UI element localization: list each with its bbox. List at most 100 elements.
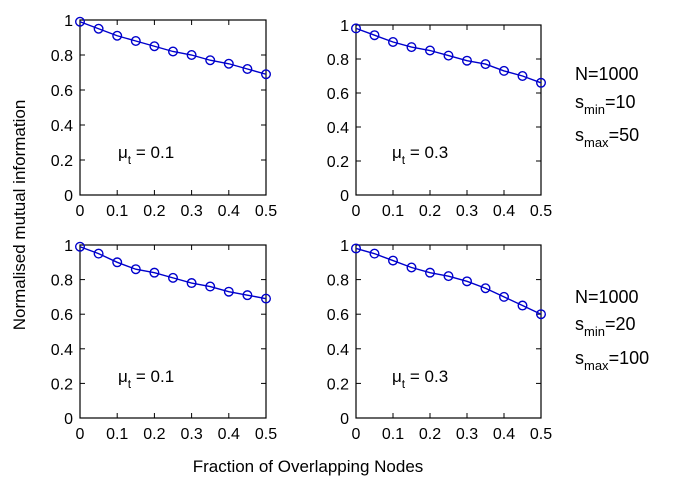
plot-frame bbox=[79, 244, 267, 419]
data-point bbox=[462, 276, 473, 287]
data-point bbox=[93, 248, 104, 259]
side-label-top: N=1000 smin=10 smax=50 bbox=[575, 64, 639, 150]
y-tick-label: 0.4 bbox=[51, 342, 73, 359]
y-tick-label: 1 bbox=[64, 13, 73, 30]
x-tick-label: 0.2 bbox=[143, 203, 165, 220]
mu-annotation: μt = 0.1 bbox=[118, 367, 174, 391]
data-point bbox=[406, 42, 417, 53]
plot-frame bbox=[355, 244, 542, 419]
y-tick-label: 0.2 bbox=[327, 154, 349, 171]
x-tick-label: 0.4 bbox=[493, 203, 515, 220]
data-point bbox=[223, 286, 234, 297]
data-point bbox=[74, 16, 85, 27]
data-point bbox=[242, 63, 253, 74]
y-tick-label: 0.6 bbox=[51, 83, 73, 100]
data-point bbox=[369, 30, 380, 41]
y-tick-label: 0 bbox=[340, 411, 349, 428]
x-tick-label: 0.1 bbox=[382, 203, 404, 220]
data-point bbox=[517, 300, 528, 311]
x-tick-label: 0.5 bbox=[255, 426, 277, 443]
data-point bbox=[351, 23, 362, 34]
x-tick-label: 0.3 bbox=[180, 203, 202, 220]
x-tick-label: 0.1 bbox=[106, 426, 128, 443]
plot-frame bbox=[355, 24, 542, 196]
y-tick-label: 0.6 bbox=[327, 307, 349, 324]
y-tick-label: 0.2 bbox=[327, 376, 349, 393]
mu-annotation: μt = 0.3 bbox=[392, 367, 448, 391]
data-point bbox=[223, 58, 234, 69]
data-point bbox=[74, 241, 85, 252]
data-point bbox=[369, 248, 380, 259]
series-line bbox=[79, 246, 267, 300]
series-line bbox=[79, 21, 267, 75]
data-point bbox=[425, 45, 436, 56]
side-smin-top: smin=10 bbox=[575, 92, 636, 117]
x-tick-label: 0.1 bbox=[106, 203, 128, 220]
plot-frame bbox=[79, 19, 267, 196]
y-tick-label: 0.8 bbox=[51, 273, 73, 290]
mu-annotation: μt = 0.3 bbox=[392, 143, 448, 167]
data-point bbox=[443, 271, 454, 282]
panel-bottom-left: 0 0.2 0.4 0.6 0.8 1 0 0.1 0.2 0.3 0.4 0.5 μt = 0.1 bbox=[51, 238, 277, 443]
data-point bbox=[167, 46, 178, 57]
y-tick-label: 0.2 bbox=[51, 153, 73, 170]
y-tick-label: 1 bbox=[340, 18, 349, 35]
x-tick-label: 0.5 bbox=[530, 203, 552, 220]
x-tick-label: 0.2 bbox=[143, 426, 165, 443]
x-tick-label: 0.4 bbox=[218, 426, 240, 443]
y-axis-title: Normalised mutual information bbox=[10, 100, 29, 331]
data-point bbox=[536, 77, 547, 88]
y-tick-label: 0 bbox=[340, 188, 349, 205]
panels: 00.20.40.60.810 0.1 0.2 0.3 0.4 0.5μt = 0.100… bbox=[51, 13, 552, 443]
y-tick-label: 0.4 bbox=[327, 120, 349, 137]
y-tick-label: 0.6 bbox=[51, 307, 73, 324]
x-tick-label: 0.3 bbox=[180, 426, 202, 443]
data-point bbox=[425, 267, 436, 278]
data-point bbox=[517, 70, 528, 81]
x-tick-label: 0 bbox=[352, 203, 361, 220]
data-point bbox=[205, 281, 216, 292]
data-point bbox=[388, 255, 399, 266]
panel-bottom-right: 0 0.2 0.4 0.6 0.8 1 0 0.1 0.2 0.3 0.4 0.5 μt = 0.3 bbox=[327, 238, 552, 443]
data-point bbox=[261, 69, 272, 80]
side-label-bottom: N=1000 smin=20 smax=100 bbox=[575, 287, 649, 373]
side-n-bottom: N=1000 bbox=[575, 287, 639, 307]
data-point bbox=[149, 41, 160, 52]
data-point bbox=[112, 257, 123, 268]
x-tick-label: 0.3 bbox=[456, 203, 478, 220]
y-tick-label: 0.2 bbox=[51, 376, 73, 393]
data-point bbox=[480, 59, 491, 70]
x-tick-label: 0.4 bbox=[493, 426, 515, 443]
y-tick-label: 0.8 bbox=[51, 48, 73, 65]
y-tick-label: 0 bbox=[64, 411, 73, 428]
y-tick-label: 0.8 bbox=[327, 273, 349, 290]
series-line bbox=[355, 247, 542, 315]
x-tick-label: 0.5 bbox=[530, 426, 552, 443]
x-tick-label: 0.5 bbox=[255, 203, 277, 220]
data-point bbox=[261, 293, 272, 304]
x-axis-title: Fraction of Overlapping Nodes bbox=[193, 457, 424, 476]
data-point bbox=[536, 309, 547, 320]
data-point bbox=[406, 262, 417, 273]
panel-top-right: 0 0.2 0.4 0.6 0.8 1 0 0.1 0.2 0.3 0.4 0.5 μt = 0.3 bbox=[327, 18, 552, 220]
x-tick-label: 0.2 bbox=[419, 203, 441, 220]
data-point bbox=[167, 272, 178, 283]
y-tick-label: 0.8 bbox=[327, 52, 349, 69]
data-point bbox=[388, 37, 399, 48]
side-smax-bottom: smax=100 bbox=[575, 348, 649, 373]
x-tick-label: 0 bbox=[76, 426, 85, 443]
panel-top-left: 0 0.2 0.4 0.6 0.8 1 0 0.1 0.2 0.3 0.4 0.5 μt = 0.1 bbox=[51, 13, 277, 220]
data-point bbox=[93, 23, 104, 34]
side-n-top: N=1000 bbox=[575, 64, 639, 84]
y-tick-label: 0.4 bbox=[327, 342, 349, 359]
data-point bbox=[205, 55, 216, 66]
y-tick-label: 1 bbox=[340, 238, 349, 255]
y-tick-label: 0.6 bbox=[327, 86, 349, 103]
data-point bbox=[462, 55, 473, 66]
y-tick-label: 1 bbox=[64, 238, 73, 255]
x-tick-label: 0 bbox=[76, 203, 85, 220]
data-point bbox=[130, 36, 141, 47]
y-tick-label: 0.4 bbox=[51, 118, 73, 135]
data-point bbox=[499, 65, 510, 76]
